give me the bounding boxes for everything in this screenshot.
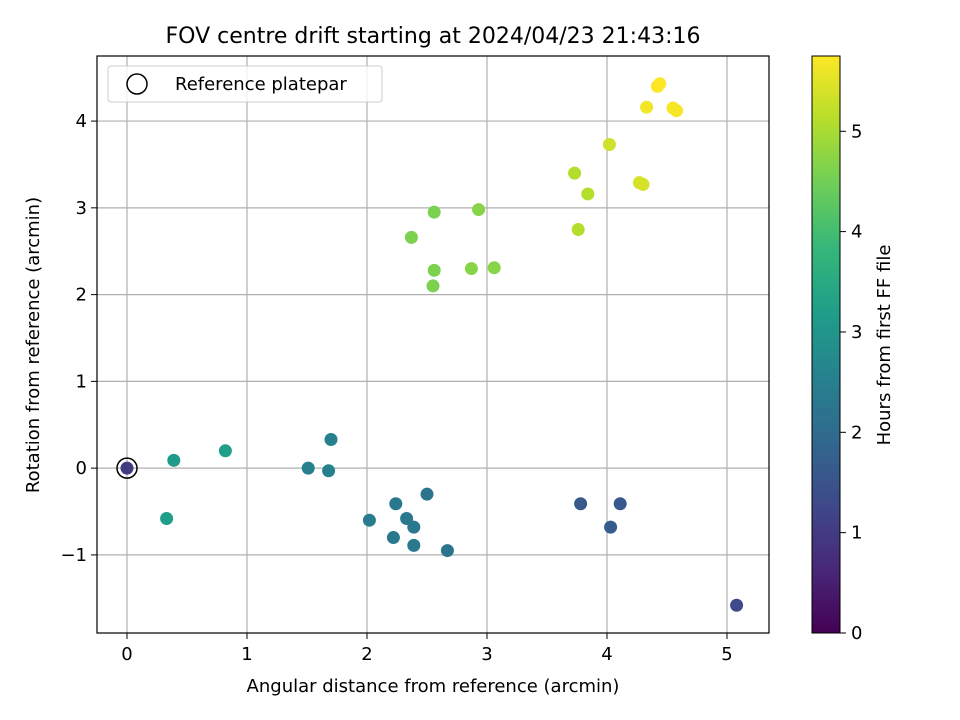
scatter-point (427, 263, 441, 277)
scatter-point (404, 230, 418, 244)
scatter-point (571, 223, 585, 237)
reference-platepar-marker (116, 457, 138, 479)
scatter-point (160, 511, 174, 525)
scatter-point (472, 203, 486, 217)
scatter-point (389, 497, 403, 511)
plot-frame (96, 55, 770, 634)
scatter-point (400, 511, 414, 525)
scatter-point (602, 138, 616, 152)
grid-lines (97, 56, 769, 633)
scatter-point (640, 100, 654, 114)
scatter-point (322, 464, 336, 478)
x-tick-label: 1 (241, 644, 252, 665)
scatter-point (218, 444, 232, 458)
legend-box (107, 65, 383, 103)
scatter-point (426, 279, 440, 293)
scatter-point (730, 598, 744, 612)
scatter-point (568, 166, 582, 180)
scatter-point (301, 461, 315, 475)
scatter-point (581, 187, 595, 201)
y-axis-label: Rotation from reference (arcmin) (23, 197, 44, 493)
scatter-point (386, 531, 400, 545)
x-tick-label: 4 (601, 644, 612, 665)
y-tick-label: 1 (76, 371, 87, 392)
scatter-point (427, 205, 441, 219)
scatter-point (362, 513, 376, 527)
y-tick-label: 3 (76, 198, 87, 219)
x-tick-label: 0 (121, 644, 132, 665)
x-tick-label: 2 (361, 644, 372, 665)
scatter-point (636, 177, 650, 191)
scatter-point (604, 520, 618, 534)
colorbar-tick-label: 3 (851, 322, 862, 343)
scatter-point (407, 538, 421, 552)
scatter-point (613, 497, 627, 511)
colorbar-ticks: 0 1 2 3 4 5 (840, 121, 862, 644)
y-axis-ticks: −1 0 1 2 3 4 (60, 111, 97, 566)
y-tick-label: 0 (76, 458, 87, 479)
scatter-point (487, 261, 501, 275)
colorbar-tick-label: 4 (851, 222, 862, 243)
colorbar-tick-label: 2 (851, 422, 862, 443)
x-axis-label: Angular distance from reference (arcmin) (247, 676, 620, 697)
scatter-point (670, 104, 684, 118)
plot-area (97, 56, 769, 633)
scatter-point (653, 77, 667, 91)
scatter-point (464, 262, 478, 276)
scatter-point (324, 433, 338, 447)
y-tick-label: 4 (76, 111, 87, 132)
x-tick-label: 5 (721, 644, 732, 665)
legend-label-reference: Reference platepar (175, 74, 347, 95)
scatter-point (420, 487, 434, 501)
scatter-point (120, 461, 134, 475)
colorbar-gradient (811, 55, 841, 634)
scatter-point (574, 497, 588, 511)
chart-title: FOV centre drift starting at 2024/04/23 … (166, 24, 701, 49)
data-points (116, 77, 744, 612)
x-axis-ticks: 0 1 2 3 4 5 (121, 633, 733, 665)
colorbar: 0 1 2 3 4 5 Hours from first FF file (811, 55, 895, 644)
x-tick-label: 3 (481, 644, 492, 665)
scatter-point (407, 520, 421, 534)
colorbar-tick-label: 1 (851, 523, 862, 544)
colorbar-label: Hours from first FF file (874, 245, 895, 446)
colorbar-tick-label: 0 (851, 623, 862, 644)
legend-marker-reference (126, 73, 148, 95)
y-tick-label: −1 (60, 545, 87, 566)
colorbar-tick-label: 5 (851, 121, 862, 142)
scatter-point (440, 544, 454, 558)
scatter-point (167, 453, 181, 467)
y-tick-label: 2 (76, 285, 87, 306)
legend: Reference platepar (107, 65, 383, 103)
